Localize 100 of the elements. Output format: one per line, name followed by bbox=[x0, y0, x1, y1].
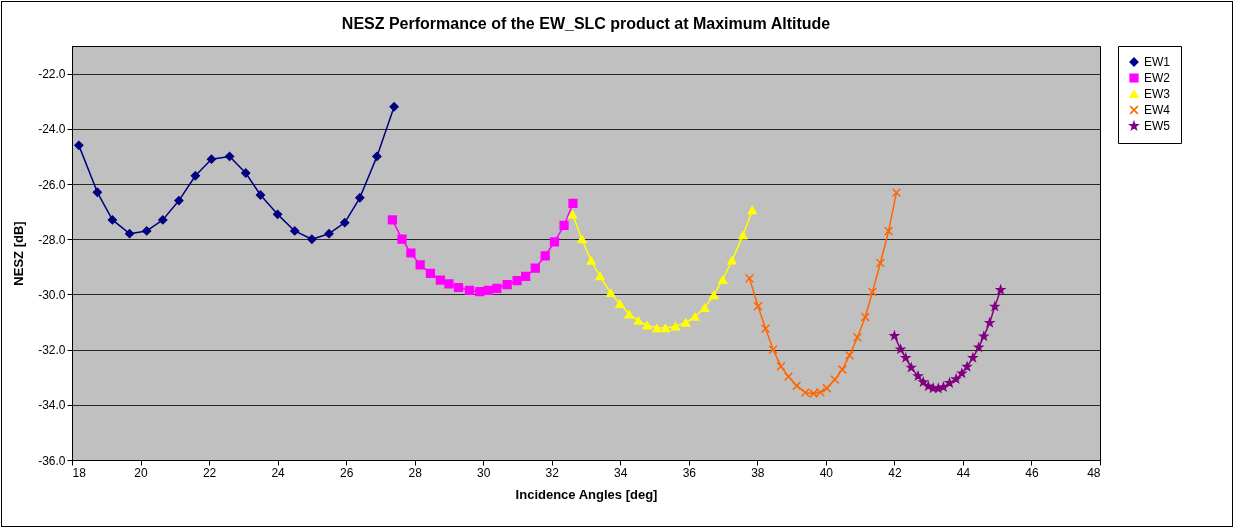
point bbox=[324, 229, 334, 239]
point bbox=[913, 371, 923, 380]
y-tick-label: -22.0 bbox=[38, 67, 66, 82]
point bbox=[901, 353, 911, 362]
point bbox=[938, 382, 948, 392]
point bbox=[444, 279, 454, 289]
point bbox=[92, 187, 102, 197]
point bbox=[158, 215, 168, 225]
point bbox=[690, 312, 700, 321]
point bbox=[615, 299, 625, 308]
legend-label: EW4 bbox=[1144, 103, 1171, 117]
point bbox=[681, 318, 691, 327]
point bbox=[744, 273, 755, 284]
point bbox=[225, 151, 235, 162]
point bbox=[389, 102, 399, 112]
legend-label: EW3 bbox=[1144, 87, 1171, 101]
point bbox=[595, 272, 605, 281]
point bbox=[206, 154, 217, 164]
point bbox=[530, 263, 540, 273]
point bbox=[124, 229, 135, 239]
x-tick-label: 32 bbox=[545, 465, 560, 480]
point bbox=[355, 193, 365, 203]
y-tick-label: -30.0 bbox=[38, 287, 66, 302]
point bbox=[768, 344, 778, 355]
x-tick-label: 30 bbox=[477, 465, 491, 480]
point bbox=[241, 168, 251, 178]
point bbox=[875, 258, 885, 268]
point bbox=[974, 342, 984, 352]
point bbox=[985, 318, 995, 327]
point bbox=[624, 310, 634, 319]
point bbox=[568, 198, 578, 208]
point bbox=[387, 215, 398, 225]
point bbox=[453, 282, 464, 293]
point bbox=[174, 195, 184, 206]
point bbox=[830, 375, 840, 385]
point bbox=[464, 285, 475, 295]
point bbox=[435, 275, 445, 285]
point bbox=[906, 362, 916, 372]
point bbox=[290, 226, 300, 236]
point bbox=[844, 350, 855, 361]
point bbox=[307, 234, 317, 244]
point bbox=[867, 287, 878, 297]
point bbox=[521, 271, 531, 282]
y-axis-title: NESZ [dB] bbox=[11, 221, 27, 286]
point bbox=[792, 381, 802, 391]
y-tick-label: -28.0 bbox=[38, 232, 66, 247]
point bbox=[586, 256, 596, 265]
point bbox=[559, 220, 569, 231]
x-axis-title: Incidence Angles [deg] bbox=[515, 486, 658, 502]
point bbox=[753, 301, 763, 311]
point bbox=[660, 323, 671, 333]
x-tick-label: 34 bbox=[614, 465, 628, 480]
point bbox=[670, 322, 681, 331]
point bbox=[918, 377, 928, 387]
point bbox=[889, 331, 899, 340]
point bbox=[800, 388, 810, 398]
point bbox=[760, 324, 771, 334]
point bbox=[808, 388, 819, 399]
point bbox=[718, 275, 728, 284]
point bbox=[74, 140, 84, 150]
point bbox=[709, 291, 719, 300]
point bbox=[577, 235, 587, 244]
x-tick-label: 44 bbox=[956, 465, 971, 480]
point bbox=[945, 378, 954, 387]
x-tick-label: 40 bbox=[819, 465, 834, 480]
point bbox=[883, 226, 894, 236]
point bbox=[642, 321, 652, 330]
point bbox=[512, 275, 522, 286]
point bbox=[783, 372, 794, 382]
y-tick-label: -24.0 bbox=[38, 122, 66, 137]
legend-label: EW5 bbox=[1144, 119, 1171, 133]
x-tick-label: 20 bbox=[134, 465, 149, 480]
point bbox=[979, 331, 989, 341]
point bbox=[990, 301, 1000, 311]
y-tick-label: -36.0 bbox=[38, 453, 66, 468]
point bbox=[652, 323, 662, 333]
point bbox=[415, 260, 425, 270]
point bbox=[142, 226, 152, 236]
y-tick-label: -32.0 bbox=[38, 343, 66, 358]
point bbox=[568, 210, 578, 219]
x-tick-label: 26 bbox=[339, 465, 354, 480]
point bbox=[633, 316, 644, 325]
x-tick-label: 22 bbox=[202, 465, 217, 480]
point bbox=[837, 364, 847, 375]
point bbox=[747, 206, 757, 215]
point bbox=[475, 287, 485, 297]
y-tick-label: -34.0 bbox=[38, 398, 66, 413]
point bbox=[255, 190, 266, 200]
point bbox=[606, 288, 616, 298]
point bbox=[502, 280, 512, 290]
point bbox=[425, 268, 436, 279]
point bbox=[738, 231, 748, 240]
point bbox=[372, 151, 382, 162]
point bbox=[272, 209, 283, 219]
point bbox=[951, 374, 961, 384]
point bbox=[996, 285, 1006, 294]
legend-label: EW2 bbox=[1144, 71, 1171, 85]
point bbox=[107, 215, 118, 225]
x-tick-label: 36 bbox=[682, 465, 697, 480]
point bbox=[852, 332, 863, 343]
